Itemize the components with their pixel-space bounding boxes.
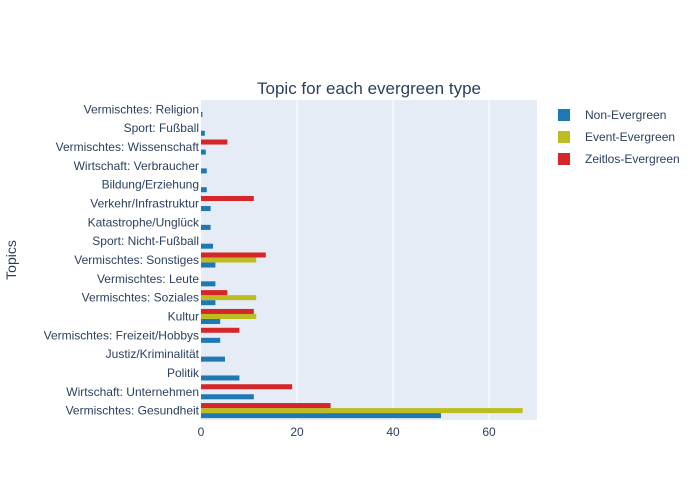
x-tick-label: 40 bbox=[386, 425, 400, 439]
bar[interactable] bbox=[201, 394, 254, 400]
legend-label[interactable]: Event-Evergreen bbox=[585, 130, 675, 144]
x-tick-label: 0 bbox=[198, 425, 205, 439]
bar[interactable] bbox=[201, 290, 228, 296]
bar[interactable] bbox=[201, 356, 225, 362]
y-tick-label: Vermischtes: Leute bbox=[97, 272, 199, 286]
y-axis-label: Topics bbox=[3, 240, 19, 280]
y-tick-label: Sport: Nicht-Fußball bbox=[92, 234, 199, 248]
y-tick-label: Vermischtes: Freizeit/Hobbys bbox=[44, 328, 199, 342]
x-tick-labels: 0 20 40 60 bbox=[198, 425, 496, 439]
bar[interactable] bbox=[201, 384, 293, 390]
bar[interactable] bbox=[201, 224, 211, 230]
bar[interactable] bbox=[201, 243, 213, 249]
bar[interactable] bbox=[201, 375, 240, 381]
legend[interactable]: Non-Evergreen Event-Evergreen Zeitlos-Ever… bbox=[558, 108, 680, 166]
bar[interactable] bbox=[201, 281, 216, 287]
y-tick-label: Vermischtes: Sonstiges bbox=[74, 253, 199, 267]
bar[interactable] bbox=[201, 111, 203, 117]
gridlines bbox=[296, 100, 490, 420]
bar[interactable] bbox=[201, 139, 228, 145]
bar[interactable] bbox=[201, 295, 257, 301]
bar[interactable] bbox=[201, 327, 240, 333]
y-tick-label: Wirtschaft: Unternehmen bbox=[66, 385, 199, 399]
bar[interactable] bbox=[201, 318, 221, 324]
bar[interactable] bbox=[201, 308, 254, 314]
y-tick-label: Vermischtes: Gesundheit bbox=[66, 404, 200, 418]
y-tick-label: Justiz/Kriminalität bbox=[106, 347, 200, 361]
x-tick-label: 20 bbox=[290, 425, 304, 439]
legend-swatch[interactable] bbox=[558, 153, 570, 165]
bar[interactable] bbox=[201, 313, 257, 319]
y-tick-label: Bildung/Erziehung bbox=[102, 178, 199, 192]
legend-swatch[interactable] bbox=[558, 109, 570, 121]
bar[interactable] bbox=[201, 337, 221, 343]
y-tick-label: Politik bbox=[167, 366, 200, 380]
x-tick-label: 60 bbox=[482, 425, 496, 439]
legend-label[interactable]: Non-Evergreen bbox=[585, 108, 666, 122]
legend-label[interactable]: Zeitlos-Evergreen bbox=[585, 152, 680, 166]
bar[interactable] bbox=[201, 408, 523, 414]
bar[interactable] bbox=[201, 257, 257, 263]
y-tick-labels: Vermischtes: Gesundheit Wirtschaft: Unter… bbox=[44, 102, 200, 417]
legend-swatch[interactable] bbox=[558, 131, 570, 143]
bar[interactable] bbox=[201, 168, 207, 174]
bar[interactable] bbox=[201, 252, 266, 258]
y-tick-label: Katastrophe/Unglück bbox=[88, 215, 200, 229]
bar[interactable] bbox=[201, 262, 216, 268]
bar[interactable] bbox=[201, 300, 216, 306]
bar[interactable] bbox=[201, 413, 441, 419]
bars bbox=[201, 111, 523, 419]
bar[interactable] bbox=[201, 403, 331, 409]
chart-title: Topic for each evergreen type bbox=[257, 79, 481, 98]
y-tick-label: Sport: Fußball bbox=[124, 121, 199, 135]
bar[interactable] bbox=[201, 187, 207, 193]
y-tick-label: Kultur bbox=[168, 309, 199, 323]
y-tick-label: Vermischtes: Soziales bbox=[82, 291, 199, 305]
y-tick-label: Verkehr/Infrastruktur bbox=[90, 197, 199, 211]
y-tick-label: Vermischtes: Religion bbox=[84, 102, 199, 116]
y-tick-label: Wirtschaft: Verbraucher bbox=[74, 159, 199, 173]
bar[interactable] bbox=[201, 149, 206, 155]
bar[interactable] bbox=[201, 130, 205, 136]
bar[interactable] bbox=[201, 206, 211, 212]
y-tick-label: Vermischtes: Wissenschaft bbox=[56, 140, 200, 154]
bar[interactable] bbox=[201, 196, 254, 202]
plot-background bbox=[201, 100, 537, 420]
